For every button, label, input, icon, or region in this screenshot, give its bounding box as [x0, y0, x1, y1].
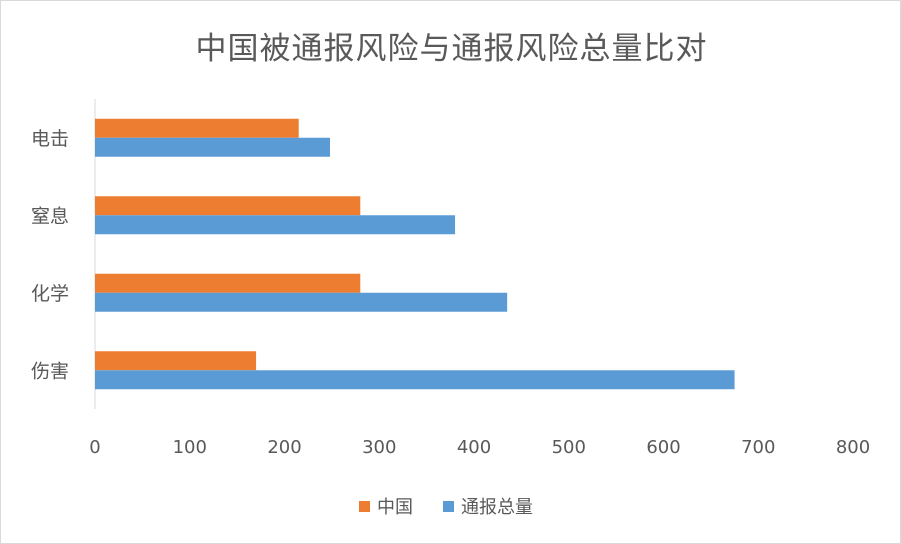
- x-tick-label: 400: [457, 437, 491, 458]
- bar-中国-窒息: [95, 196, 361, 216]
- x-tick-label: 700: [741, 437, 775, 458]
- legend-swatch: [443, 501, 454, 512]
- bar-通报总量-电击: [95, 137, 330, 157]
- x-tick-label: 800: [836, 437, 870, 458]
- category-label: 伤害: [31, 360, 69, 382]
- legend-label: 中国: [377, 497, 413, 518]
- x-tick-label: 100: [173, 437, 207, 458]
- x-tick-label: 600: [646, 437, 680, 458]
- x-tick-label: 200: [267, 437, 301, 458]
- category-label: 窒息: [31, 205, 69, 227]
- bar-通报总量-化学: [95, 292, 508, 312]
- legend-swatch: [359, 501, 370, 512]
- bar-通报总量-伤害: [95, 370, 735, 390]
- bars-group: [95, 118, 735, 390]
- legend: 中国 通报总量: [359, 497, 533, 518]
- legend-label: 通报总量: [461, 497, 533, 518]
- bar-中国-电击: [95, 118, 299, 138]
- chart-title: 中国被通报风险与通报风险总量比对: [195, 31, 708, 67]
- x-tick-label: 0: [89, 437, 100, 458]
- bar-通报总量-窒息: [95, 215, 456, 235]
- bar-中国-伤害: [95, 351, 257, 371]
- category-label: 化学: [31, 283, 69, 305]
- x-tick-label: 300: [362, 437, 396, 458]
- category-label: 电击: [31, 128, 69, 150]
- bar-中国-化学: [95, 273, 361, 293]
- x-tick-labels: 0 100 200 300 400 500 600 700 800: [89, 437, 870, 458]
- x-tick-label: 500: [552, 437, 586, 458]
